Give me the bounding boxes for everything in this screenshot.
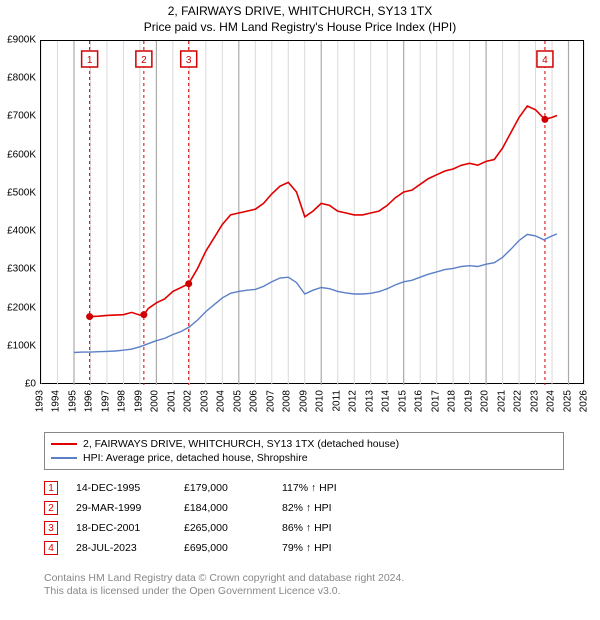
- sale-price: £695,000: [184, 542, 264, 554]
- x-tick-label: 1997: [100, 390, 111, 412]
- sale-marker-box: 1: [44, 481, 58, 495]
- sales-row: 3 18-DEC-2001 £265,000 86% ↑ HPI: [44, 518, 337, 538]
- sale-date: 14-DEC-1995: [76, 482, 166, 494]
- sale-marker-box: 3: [44, 521, 58, 535]
- x-tick-label: 1996: [84, 390, 95, 412]
- sale-price: £265,000: [184, 522, 264, 534]
- sale-date: 18-DEC-2001: [76, 522, 166, 534]
- x-tick-label: 2022: [513, 390, 524, 412]
- legend-label: HPI: Average price, detached house, Shro…: [83, 452, 308, 464]
- x-tick-label: 2011: [331, 390, 342, 412]
- footer-line1: Contains HM Land Registry data © Crown c…: [44, 572, 404, 585]
- legend-item: 2, FAIRWAYS DRIVE, WHITCHURCH, SY13 1TX …: [51, 437, 557, 451]
- svg-text:4: 4: [542, 55, 548, 66]
- x-tick-label: 1998: [117, 390, 128, 412]
- x-tick-label: 2017: [430, 390, 441, 412]
- legend-color-swatch: [51, 443, 77, 445]
- footer-attribution: Contains HM Land Registry data © Crown c…: [44, 572, 404, 598]
- legend: 2, FAIRWAYS DRIVE, WHITCHURCH, SY13 1TX …: [44, 432, 564, 470]
- sales-row: 4 28-JUL-2023 £695,000 79% ↑ HPI: [44, 538, 337, 558]
- chart-plot: 1 2 3 4: [40, 40, 584, 384]
- x-tick-label: 2002: [183, 390, 194, 412]
- x-tick-label: 2013: [364, 390, 375, 412]
- x-tick-label: 2019: [463, 390, 474, 412]
- x-tick-label: 1993: [35, 390, 46, 412]
- y-tick-label: £700K: [0, 111, 36, 122]
- svg-text:1: 1: [87, 55, 93, 66]
- y-tick-label: £100K: [0, 340, 36, 351]
- x-tick-label: 2004: [216, 390, 227, 412]
- x-tick-label: 2021: [496, 390, 507, 412]
- chart-title-block: 2, FAIRWAYS DRIVE, WHITCHURCH, SY13 1TX …: [0, 0, 600, 34]
- sale-marker-box: 4: [44, 541, 58, 555]
- x-tick-label: 2001: [166, 390, 177, 412]
- x-tick-label: 2000: [150, 390, 161, 412]
- legend-item: HPI: Average price, detached house, Shro…: [51, 451, 557, 465]
- y-tick-label: £500K: [0, 187, 36, 198]
- legend-color-swatch: [51, 457, 77, 459]
- x-tick-label: 1999: [133, 390, 144, 412]
- y-tick-label: £600K: [0, 149, 36, 160]
- y-tick-label: £900K: [0, 35, 36, 46]
- sale-vs-hpi: 82% ↑ HPI: [282, 502, 332, 514]
- y-tick-label: £800K: [0, 73, 36, 84]
- sale-date: 28-JUL-2023: [76, 542, 166, 554]
- sale-price: £179,000: [184, 482, 264, 494]
- chart-title-line2: Price paid vs. HM Land Registry's House …: [0, 20, 600, 34]
- x-tick-label: 2014: [381, 390, 392, 412]
- x-tick-label: 2026: [579, 390, 590, 412]
- x-tick-label: 2025: [562, 390, 573, 412]
- x-tick-label: 1994: [51, 390, 62, 412]
- sales-row: 1 14-DEC-1995 £179,000 117% ↑ HPI: [44, 478, 337, 498]
- x-tick-label: 2005: [232, 390, 243, 412]
- y-tick-label: £0: [0, 379, 36, 390]
- x-tick-label: 2010: [315, 390, 326, 412]
- x-tick-label: 2016: [414, 390, 425, 412]
- chart-area: 1234 £0£100K£200K£300K£400K£500K£600K£70…: [40, 40, 584, 384]
- chart-title-line1: 2, FAIRWAYS DRIVE, WHITCHURCH, SY13 1TX: [0, 4, 600, 18]
- svg-text:2: 2: [141, 55, 147, 66]
- sale-price: £184,000: [184, 502, 264, 514]
- y-tick-label: £200K: [0, 302, 36, 313]
- x-tick-label: 2012: [348, 390, 359, 412]
- sale-date: 29-MAR-1999: [76, 502, 166, 514]
- x-tick-label: 2024: [546, 390, 557, 412]
- sales-table: 1 14-DEC-1995 £179,000 117% ↑ HPI 2 29-MAR-19…: [44, 478, 337, 558]
- sale-vs-hpi: 86% ↑ HPI: [282, 522, 332, 534]
- x-tick-label: 2006: [249, 390, 260, 412]
- svg-text:3: 3: [186, 55, 192, 66]
- y-tick-label: £400K: [0, 226, 36, 237]
- x-tick-label: 2008: [282, 390, 293, 412]
- x-tick-label: 2023: [529, 390, 540, 412]
- sales-row: 2 29-MAR-1999 £184,000 82% ↑ HPI: [44, 498, 337, 518]
- sale-vs-hpi: 79% ↑ HPI: [282, 542, 332, 554]
- legend-label: 2, FAIRWAYS DRIVE, WHITCHURCH, SY13 1TX …: [83, 438, 399, 450]
- x-tick-label: 2009: [298, 390, 309, 412]
- x-tick-label: 2018: [447, 390, 458, 412]
- x-tick-label: 1995: [67, 390, 78, 412]
- x-tick-label: 2020: [480, 390, 491, 412]
- y-tick-label: £300K: [0, 264, 36, 275]
- x-tick-label: 2015: [397, 390, 408, 412]
- x-tick-label: 2007: [265, 390, 276, 412]
- footer-line2: This data is licensed under the Open Gov…: [44, 585, 404, 598]
- sale-marker-box: 2: [44, 501, 58, 515]
- x-tick-label: 2003: [199, 390, 210, 412]
- sale-vs-hpi: 117% ↑ HPI: [282, 482, 337, 494]
- chart-svg: 1 2 3 4: [41, 41, 585, 385]
